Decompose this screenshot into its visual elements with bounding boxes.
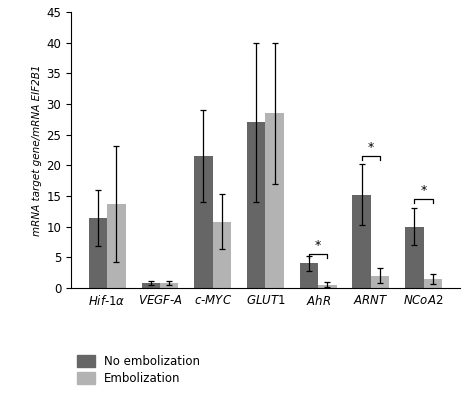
Bar [353, 195, 371, 288]
Bar [247, 122, 265, 288]
Text: *: * [420, 184, 427, 197]
Bar [213, 222, 231, 288]
Text: *: * [368, 141, 374, 154]
Text: *: * [315, 240, 321, 252]
Bar [160, 283, 178, 288]
Legend: No embolization, Embolization: No embolization, Embolization [77, 355, 200, 386]
Y-axis label: mRNA target gene/mRNA EIF2B1: mRNA target gene/mRNA EIF2B1 [32, 64, 42, 236]
Bar [300, 264, 318, 288]
Bar [194, 156, 213, 288]
Bar [107, 204, 126, 288]
Bar [142, 283, 160, 288]
Bar [424, 279, 442, 288]
Bar [371, 276, 389, 288]
Bar [265, 113, 284, 288]
Bar [318, 285, 337, 288]
Bar [89, 218, 107, 288]
Bar [405, 227, 424, 288]
